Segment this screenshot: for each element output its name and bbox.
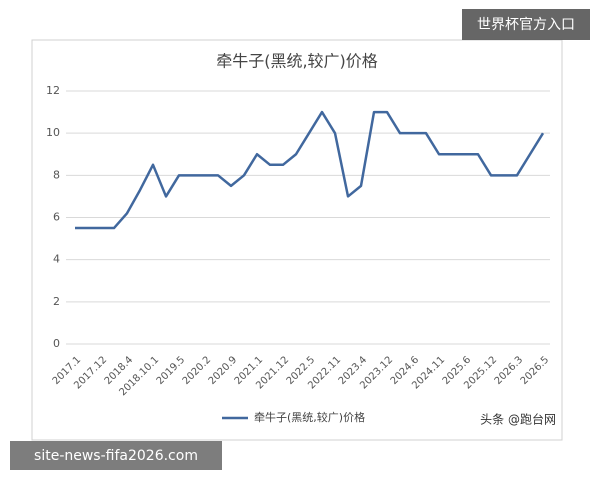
y-tick-label: 12 <box>46 84 60 97</box>
y-tick-label: 10 <box>46 126 60 139</box>
y-tick-label: 0 <box>53 337 60 350</box>
y-tick-label: 6 <box>53 211 60 224</box>
chart-title: 牵牛子(黑统,较广)价格 <box>216 52 378 71</box>
watermark: 头条 @跑台网 <box>480 412 556 427</box>
badge[interactable]: 世界杯官方入口 <box>477 17 575 33</box>
legend-label: 牵牛子(黑统,较广)价格 <box>254 410 365 424</box>
site-bg <box>10 441 222 470</box>
y-tick-label: 2 <box>53 295 60 308</box>
y-tick-label: 4 <box>53 253 60 266</box>
y-tick-label: 8 <box>53 168 60 181</box>
badge-bg[interactable] <box>462 9 590 40</box>
site-label: site-news-fifa2026.com <box>34 448 198 464</box>
chart-frame <box>31 39 563 441</box>
line <box>75 110 545 230</box>
